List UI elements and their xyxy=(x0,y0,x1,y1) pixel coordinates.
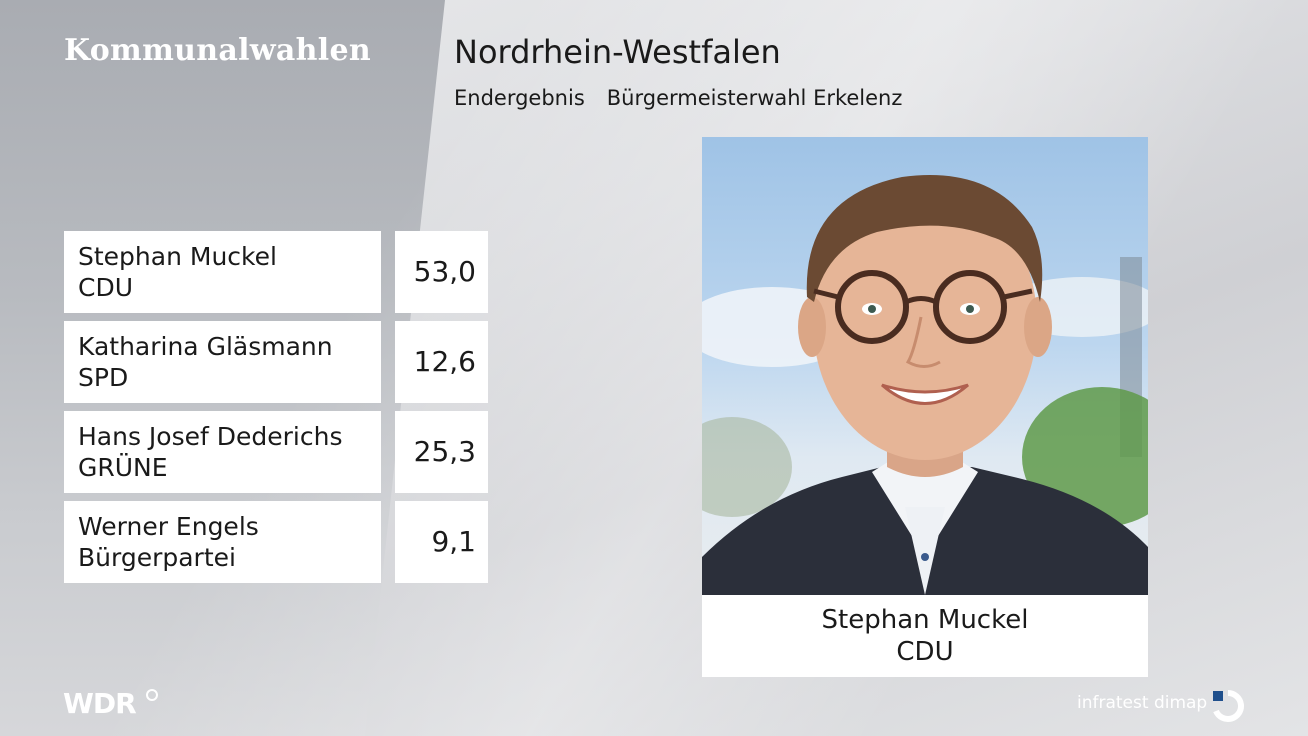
institute-name: infratest dimap xyxy=(1077,693,1208,713)
infratest-dimap-logo-icon xyxy=(1213,690,1244,722)
candidate-name: Hans Josef Dederichs xyxy=(78,422,343,451)
candidate-box: Werner Engels Bürgerpartei xyxy=(64,501,381,583)
brand-title: Kommunalwahlen xyxy=(64,33,371,68)
winner-party: CDU xyxy=(896,637,954,667)
winner-photo xyxy=(702,137,1148,595)
page-title: Nordrhein-Westfalen xyxy=(454,33,781,71)
candidate-box: Katharina Gläsmann SPD xyxy=(64,321,381,403)
candidate-party: SPD xyxy=(78,363,129,392)
registered-mark-icon xyxy=(146,689,158,701)
page-subtitle: Endergebnis Bürgermeisterwahl Erkelenz xyxy=(454,86,902,110)
result-row: Katharina Gläsmann SPD 12,6 xyxy=(64,321,488,403)
candidate-name: Werner Engels xyxy=(78,512,259,541)
candidate-name: Katharina Gläsmann xyxy=(78,332,333,361)
portrait-illustration xyxy=(702,175,1148,595)
candidate-party: GRÜNE xyxy=(78,453,168,482)
result-row: Hans Josef Dederichs GRÜNE 25,3 xyxy=(64,411,488,493)
candidate-percent: 53,0 xyxy=(395,231,488,313)
candidate-percent: 9,1 xyxy=(395,501,488,583)
candidate-box: Stephan Muckel CDU xyxy=(64,231,381,313)
candidate-box: Hans Josef Dederichs GRÜNE xyxy=(64,411,381,493)
wdr-logo: WDR xyxy=(63,687,137,720)
results-table: Stephan Muckel CDU 53,0 Katharina Gläsma… xyxy=(64,231,488,591)
result-status: Endergebnis xyxy=(454,86,585,110)
winner-card: Stephan Muckel CDU xyxy=(702,137,1148,677)
winner-name: Stephan Muckel xyxy=(821,605,1029,635)
candidate-party: Bürgerpartei xyxy=(78,543,236,572)
candidate-percent: 12,6 xyxy=(395,321,488,403)
candidate-party: CDU xyxy=(78,273,134,302)
candidate-name: Stephan Muckel xyxy=(78,242,277,271)
result-row: Werner Engels Bürgerpartei 9,1 xyxy=(64,501,488,583)
result-row: Stephan Muckel CDU 53,0 xyxy=(64,231,488,313)
winner-caption: Stephan Muckel CDU xyxy=(702,595,1148,677)
election-name: Bürgermeisterwahl Erkelenz xyxy=(606,86,903,110)
candidate-percent: 25,3 xyxy=(395,411,488,493)
